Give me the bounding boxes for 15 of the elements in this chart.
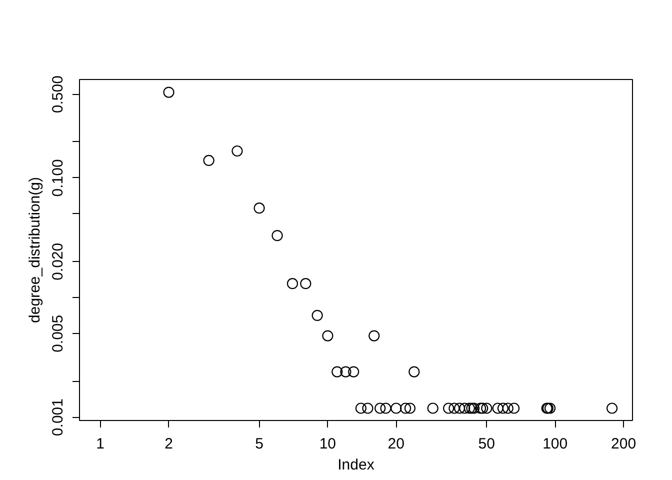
y-tick-label: 0.500 [50, 76, 66, 114]
y-tick-label: 0.100 [50, 159, 66, 197]
y-tick-label: 0.020 [50, 242, 66, 280]
x-tick-label: 1 [96, 436, 104, 452]
x-axis-title: Index [338, 456, 375, 474]
x-tick-label: 10 [319, 436, 336, 452]
x-tick-label: 50 [478, 436, 495, 452]
y-axis-title: degree_distribution(g) [26, 177, 44, 323]
y-tick-label: 0.005 [50, 314, 66, 352]
x-tick-label: 20 [388, 436, 404, 452]
x-tick-label: 2 [164, 436, 173, 452]
y-tick-label: 0.001 [50, 398, 66, 436]
x-tick-label: 5 [255, 436, 264, 452]
x-tick-label: 200 [611, 436, 636, 452]
x-tick-label: 100 [542, 436, 568, 452]
